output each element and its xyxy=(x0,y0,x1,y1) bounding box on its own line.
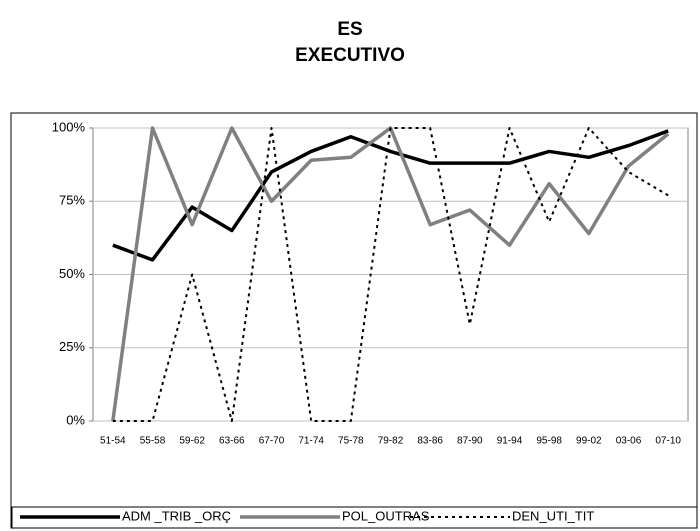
y-tick-label: 0% xyxy=(66,412,85,427)
x-tick-label: 99-02 xyxy=(576,436,602,447)
x-tick-label: 51-54 xyxy=(100,436,126,447)
x-tick-label: 59-62 xyxy=(179,436,205,447)
x-tick-label: 63-66 xyxy=(219,436,245,447)
y-tick-label: 100% xyxy=(52,119,86,134)
x-tick-label: 03-06 xyxy=(616,436,642,447)
legend-label: DEN_UTI_TIT xyxy=(512,508,594,523)
x-tick-label: 75-78 xyxy=(338,436,364,447)
series-line xyxy=(112,129,669,262)
legend-label: POL_OUTRAS xyxy=(342,508,430,523)
y-tick-label: 50% xyxy=(59,266,85,281)
x-tick-label: 71-74 xyxy=(298,436,324,447)
x-tick-label: 55-58 xyxy=(140,436,166,447)
chart-subtitle: EXECUTIVO xyxy=(295,45,405,66)
x-tick-label: 07-10 xyxy=(655,436,681,447)
legend-label: ADM _TRIB _ORÇ xyxy=(122,508,231,523)
y-tick-label: 75% xyxy=(59,193,85,208)
x-tick-label: 87-90 xyxy=(457,436,483,447)
chart-title: ES xyxy=(337,19,362,40)
x-tick-label: 91-94 xyxy=(497,436,523,447)
legend-box xyxy=(11,506,698,529)
chart-frame xyxy=(10,112,698,529)
x-tick-label: 79-82 xyxy=(378,436,404,447)
y-tick-label: 25% xyxy=(59,339,85,354)
series-line xyxy=(112,127,669,422)
x-tick-label: 67-70 xyxy=(259,436,285,447)
x-tick-label: 83-86 xyxy=(417,436,443,447)
x-tick-label: 95-98 xyxy=(536,436,562,447)
